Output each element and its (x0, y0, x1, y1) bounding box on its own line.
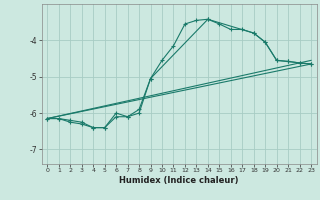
X-axis label: Humidex (Indice chaleur): Humidex (Indice chaleur) (119, 176, 239, 185)
